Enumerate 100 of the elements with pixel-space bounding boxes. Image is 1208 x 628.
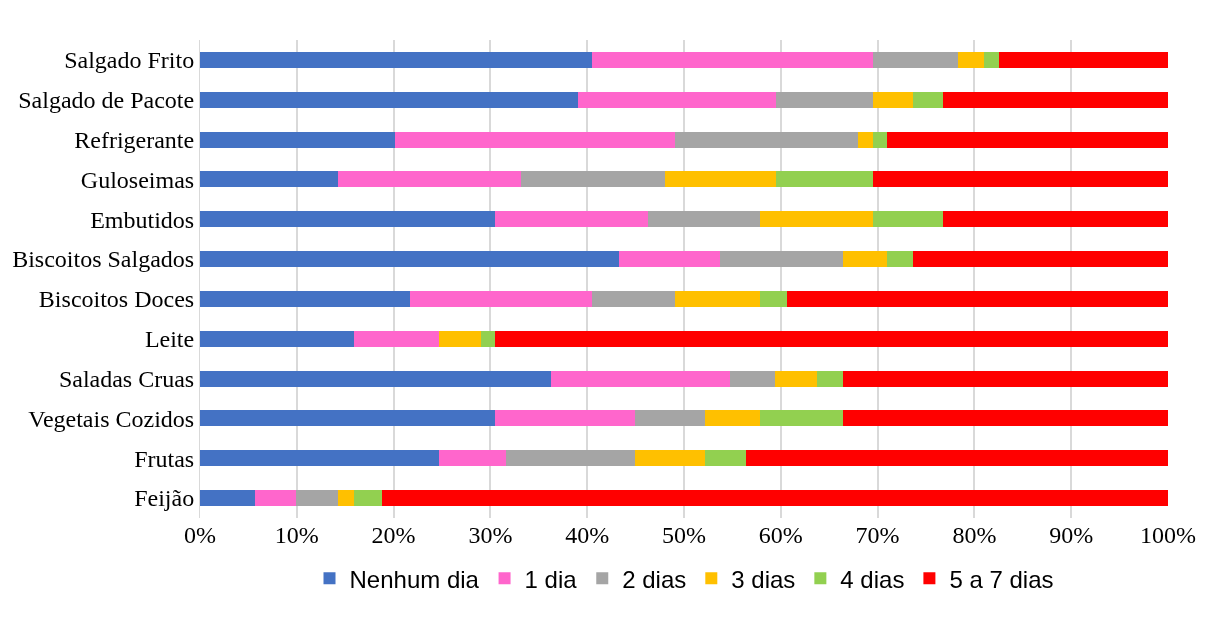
bar (858, 131, 873, 148)
bar (200, 131, 395, 148)
bar (200, 450, 440, 467)
bar (842, 410, 1168, 427)
legend-label: 4 dias (840, 565, 905, 593)
bar (353, 330, 440, 347)
legend-label: 5 a 7 dias (949, 565, 1054, 593)
bar (872, 131, 888, 148)
bar (200, 211, 496, 228)
bar (664, 171, 776, 188)
bar (577, 91, 776, 108)
bar (480, 330, 496, 347)
bar (775, 171, 873, 188)
bar (495, 211, 649, 228)
bar (943, 91, 1168, 108)
bar (816, 370, 843, 387)
y-tick-label: Refrigerante (74, 126, 195, 153)
y-tick-label: Guloseimas (80, 166, 195, 193)
bar (705, 450, 746, 467)
y-tick-label: Leite (144, 326, 195, 353)
bar (872, 211, 944, 228)
bar (675, 131, 859, 148)
bar (872, 91, 914, 108)
bar (200, 51, 593, 68)
legend-label: 3 dias (731, 565, 796, 593)
bar (775, 91, 873, 108)
bar (495, 330, 1168, 347)
bar (913, 251, 1168, 268)
x-tick-label: 90% (1049, 522, 1094, 548)
bar (505, 450, 635, 467)
bar (200, 490, 256, 507)
bar (913, 91, 944, 108)
bar (619, 251, 720, 268)
bar (998, 51, 1168, 68)
legend-label: Nenhum dia (349, 565, 480, 593)
bar (394, 131, 676, 148)
bar (495, 410, 635, 427)
bar (887, 131, 1168, 148)
bar (745, 450, 1168, 467)
bar (551, 370, 731, 387)
bar (774, 370, 817, 387)
bar (872, 171, 1168, 188)
bar (200, 410, 496, 427)
bar (200, 290, 411, 307)
bar (410, 290, 593, 307)
legend-label: 2 dias (622, 565, 687, 593)
x-tick-label: 80% (952, 522, 997, 548)
bar (730, 370, 775, 387)
bar (984, 51, 999, 68)
bar (872, 51, 958, 68)
x-tick-label: 100% (1140, 522, 1196, 548)
bar (943, 211, 1168, 228)
x-tick-label: 60% (758, 522, 803, 548)
bar (675, 290, 760, 307)
x-tick-label: 0% (184, 522, 216, 548)
bar (759, 290, 787, 307)
y-tick-label: Frutas (134, 445, 195, 472)
y-tick-label: Feijão (134, 485, 195, 512)
bar (634, 450, 706, 467)
x-tick-label: 40% (565, 522, 610, 548)
bar (255, 490, 296, 507)
x-tick-label: 20% (371, 522, 416, 548)
y-tick-label: Biscoitos Salgados (12, 246, 195, 273)
bar (200, 171, 339, 188)
bar (887, 251, 914, 268)
bar (295, 490, 339, 507)
bar (648, 211, 760, 228)
y-tick-label: Salgado de Pacote (18, 87, 195, 114)
bar (786, 290, 1168, 307)
bar (381, 490, 1168, 507)
bar (719, 251, 843, 268)
y-tick-label: Vegetais Cozidos (28, 405, 195, 432)
bar (842, 251, 888, 268)
bar (842, 370, 1168, 387)
bar (759, 211, 873, 228)
bar (957, 51, 985, 68)
x-tick-label: 10% (274, 522, 319, 548)
y-tick-label: Biscoitos Doces (38, 286, 195, 313)
bar (705, 410, 761, 427)
bar (353, 490, 382, 507)
x-tick-label: 30% (468, 522, 513, 548)
y-tick-label: Saladas Cruas (58, 365, 195, 392)
bar (439, 330, 481, 347)
bar (634, 410, 706, 427)
x-tick-label: 50% (662, 522, 706, 548)
bar (200, 370, 552, 387)
y-tick-label: Embutidos (90, 206, 195, 233)
legend-label: 1 dia (524, 565, 578, 593)
bar (760, 410, 843, 427)
y-tick-label: Salgado Frito (64, 47, 195, 74)
bar (338, 490, 354, 507)
bar (439, 450, 506, 467)
bar (592, 290, 676, 307)
bar (200, 330, 354, 347)
bar (200, 91, 578, 108)
x-tick-label: 70% (855, 522, 900, 548)
bar (592, 51, 873, 68)
bar (338, 171, 522, 188)
bar (521, 171, 665, 188)
bar (200, 251, 620, 268)
